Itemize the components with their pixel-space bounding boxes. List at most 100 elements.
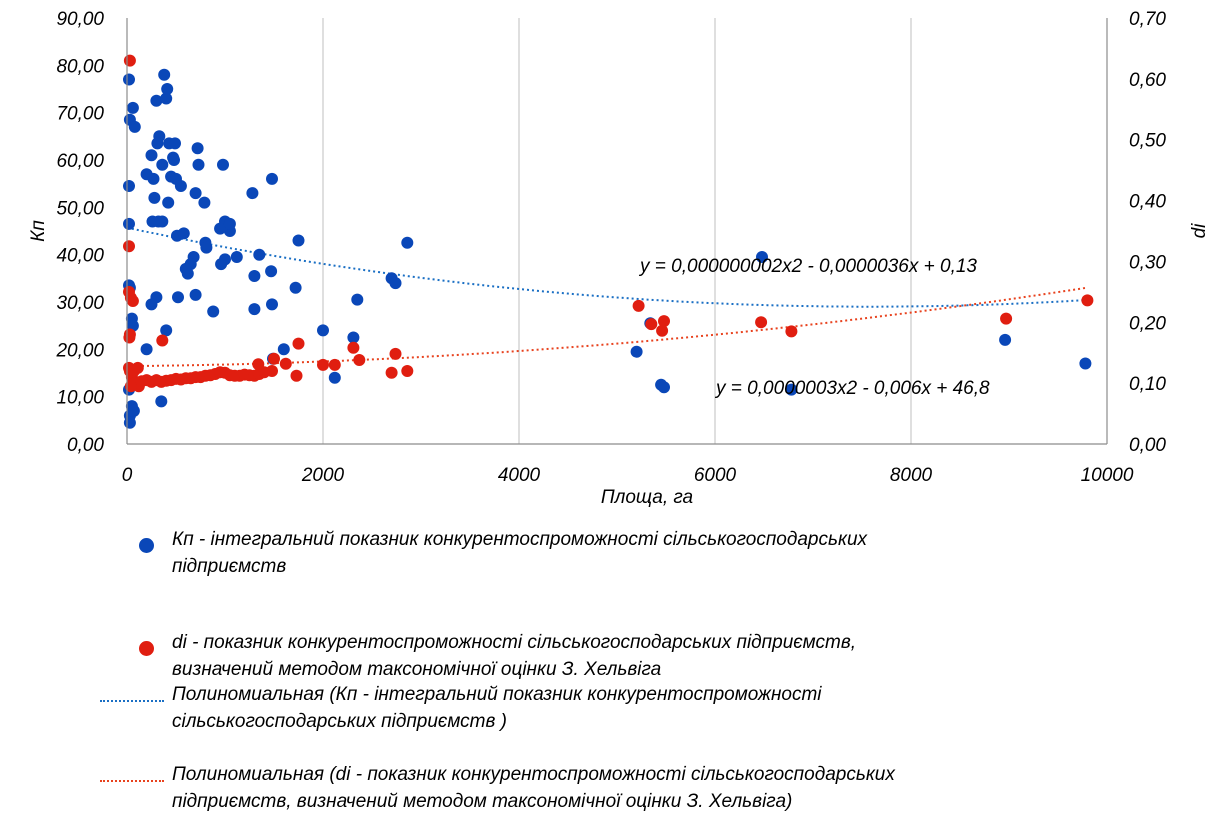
kp-point [160,324,173,337]
kp-point [1079,357,1092,370]
di-point [317,358,329,371]
kp-point [253,248,266,261]
kp-point [123,180,135,192]
y-left-tick-label: 80,00 [56,56,104,77]
di-trend-equation: y = 0,000000002x2 - 0,0000036x + 0,13 [638,256,977,277]
axes [126,18,1108,445]
y-right-tick-label: 0,10 [1129,374,1166,395]
y-right-axis-title: di [1189,223,1210,239]
kp-point [317,324,329,337]
x-tick-label: 4000 [498,465,541,486]
y-left-tick-label: 20,00 [55,340,104,361]
kp-point [214,222,227,235]
kp-point [785,383,798,396]
y-right-tick-label: 0,50 [1129,131,1166,152]
kp-point [277,343,290,356]
kp-point [156,158,169,171]
di-point [131,361,144,374]
di-point [156,334,169,347]
y-left-tick-label: 90,00 [56,9,104,30]
y-left-axis-title: Кп [28,220,49,242]
kp-point [179,262,192,275]
di-point [135,375,148,388]
kp-point [215,258,228,271]
di-point [124,380,137,393]
red-dot-icon [139,641,154,656]
kp-point [389,277,402,290]
kp-point [128,120,141,133]
di-point [266,365,278,377]
di-point [290,369,303,382]
kp-point [147,172,160,185]
kp-point [177,227,190,240]
di-point [385,366,398,379]
kp-point [223,217,236,230]
kp-point [156,215,169,228]
y-left-tick-label: 70,00 [56,104,104,125]
x-tick-label: 10000 [1081,465,1134,486]
kp-point [161,83,174,95]
di-point [328,358,341,371]
kp-point [191,142,204,155]
y-right-tick-label: 0,00 [1129,435,1166,456]
di-point [658,315,670,328]
legend-item-kp-trend: Полиномиальная (Кп - інтегральний показн… [100,681,1200,741]
di-point [347,341,360,354]
kp-point [174,180,187,192]
di-point [632,299,645,312]
x-tick-label: 0 [122,465,133,486]
di-point [755,316,768,329]
y-right-tick-label: 0,60 [1129,70,1166,91]
kp-point [246,187,259,200]
y-left-tick-label: 30,00 [56,293,104,314]
kp-point [126,101,139,114]
kp-point [123,416,136,429]
di-point [785,325,798,338]
kp-point [160,92,173,105]
red-dotted-line-icon [100,780,164,782]
kp-point [162,196,175,209]
legend-marker [100,536,170,556]
kp-point [292,234,305,247]
di-point [126,295,139,307]
x-tick-label: 6000 [694,465,737,486]
kp-point [756,251,768,263]
kp-point [168,154,180,166]
data-points [123,54,1094,429]
kp-point [145,298,158,311]
x-tick-label: 2000 [301,465,345,486]
blue-dot-icon [139,538,154,553]
tick-labels: 0 2000 4000 6000 8000 10000 0,00 10,00 20,00 30,0… [55,9,1166,486]
di-point [292,337,305,350]
kp-point [146,215,159,228]
kp-point [248,270,261,282]
kp-point [351,293,364,306]
di-point [353,354,366,366]
kp-point [230,251,243,263]
kp-trend-equation: y = 0,0000003x2 - 0,006x + 46,8 [714,378,990,399]
di-point [1000,312,1013,325]
legend-item-kp: Кп - інтегральний показник конкурентоспр… [100,526,1200,586]
kp-point [192,158,205,171]
legend-marker [100,771,170,791]
kp-point [140,343,153,356]
di-point [123,54,136,67]
kp-point [200,241,213,254]
di-point [123,331,136,344]
legend-label: Полиномиальная (Кп - інтегральний показн… [172,684,822,732]
kp-point [127,404,140,417]
kp-point [123,217,135,230]
di-point [389,347,402,360]
kp-point [145,149,158,162]
di-point [401,365,414,377]
kp-point [265,265,278,278]
y-right-tick-label: 0,70 [1129,9,1166,30]
blue-dotted-line-icon [100,700,164,702]
di-point [252,358,265,371]
legend-marker [100,639,170,659]
kp-point [658,381,670,394]
kp-trendline [126,226,1088,308]
di-point [1081,294,1094,307]
kp-point [266,172,278,185]
y-left-tick-label: 10,00 [56,388,104,409]
